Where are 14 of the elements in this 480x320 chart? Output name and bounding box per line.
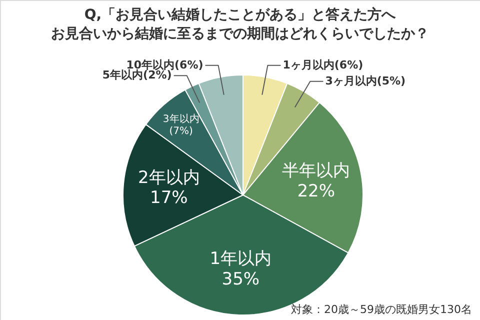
text: 対象：20歳～59歳の既婚男女130名	[291, 303, 472, 316]
data-label: (7%)	[169, 126, 194, 137]
slice-label: 3ヶ月以内(5%)	[325, 74, 406, 88]
data-label: 22%	[297, 181, 335, 202]
data-label: 35%	[222, 270, 260, 290]
slice-label: 10年以内(6%)	[126, 58, 204, 72]
data-label: 17%	[150, 188, 188, 208]
slice-label: 1年以内	[210, 249, 272, 270]
chart-title: Q,「お見合い結婚したことがある」と答えた方へ	[84, 6, 397, 23]
slice-label: 3年以内	[162, 112, 200, 125]
slice-label: 1ヶ月以内(6%)	[282, 58, 364, 72]
chart-subtitle: お見合いから結婚に至るまでの期間はどれくらいでしたか？	[51, 26, 429, 42]
slice-label: 2年以内	[138, 168, 200, 188]
slice-label: 半年以内	[282, 160, 350, 181]
